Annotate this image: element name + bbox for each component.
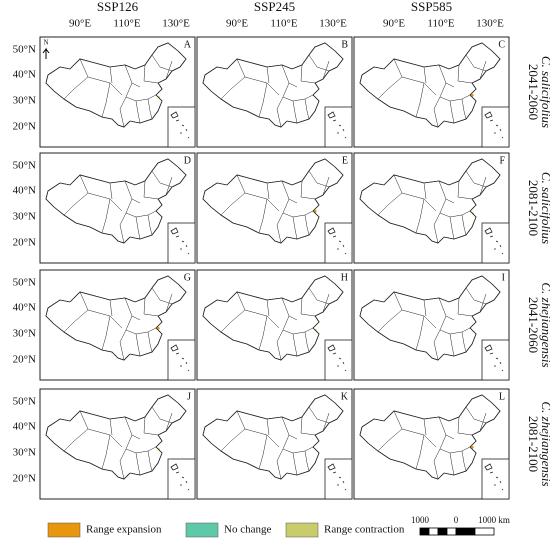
- map-panel: AN: [39, 36, 196, 148]
- inset-islands: [170, 227, 190, 255]
- inset-frame: [481, 222, 510, 264]
- inset-frame: [167, 339, 196, 381]
- map-panel: F: [353, 152, 510, 264]
- column-header: SSP245: [254, 0, 295, 14]
- lat-label: 40°N: [13, 421, 36, 433]
- lon-label: 110°E: [270, 18, 297, 30]
- legend-swatch: [47, 522, 81, 538]
- panel-letter: C: [498, 39, 505, 50]
- lat-label: 20°N: [13, 121, 36, 133]
- lat-label: 20°N: [13, 354, 36, 366]
- panel-letter: G: [184, 272, 191, 283]
- row-period: 2041-2060: [526, 64, 541, 120]
- north-label: N: [43, 39, 48, 47]
- scale-label: 1000: [411, 515, 430, 525]
- legend-swatch: [185, 522, 219, 538]
- inset-frame: [167, 106, 196, 148]
- lon-label: 130°E: [162, 18, 190, 30]
- column-header: SSP585: [411, 0, 452, 14]
- legend-label: No change: [224, 524, 271, 536]
- row-species: C. salicifolius: [539, 172, 550, 244]
- lon-label: 110°E: [113, 18, 140, 30]
- panel-letter: D: [184, 155, 191, 166]
- inset-islands: [484, 227, 504, 255]
- lon-label: 90°E: [226, 18, 248, 30]
- panel-letter: L: [499, 391, 505, 402]
- row-period: 2081-2100: [526, 416, 541, 472]
- lon-label: 130°E: [319, 18, 347, 30]
- inset-frame: [481, 106, 510, 148]
- panel-letter: I: [502, 272, 505, 283]
- lon-label: 90°E: [69, 18, 91, 30]
- legend: Range expansion No change Range contract…: [47, 515, 510, 538]
- inset-frame: [167, 458, 196, 500]
- lat-label: 30°N: [13, 211, 36, 223]
- inset-frame: [167, 222, 196, 264]
- map-panel: D: [39, 152, 196, 264]
- lat-label: 30°N: [13, 95, 36, 107]
- panel-letter: A: [184, 39, 192, 50]
- row-species: C. zhejiangensis: [539, 282, 550, 367]
- inset-islands: [327, 463, 347, 491]
- row-period: 2041-2060: [526, 297, 541, 353]
- inset-frame: [324, 339, 353, 381]
- inset-islands: [484, 111, 504, 139]
- row-species: C. salicifolius: [539, 56, 550, 128]
- inset-frame: [324, 106, 353, 148]
- map-panel: H: [196, 269, 353, 381]
- lat-label: 50°N: [13, 160, 36, 172]
- scale-label: 1000 km: [478, 515, 510, 525]
- row-period: 2081-2100: [526, 180, 541, 236]
- inset-islands: [327, 111, 347, 139]
- panel-letter: F: [499, 155, 505, 166]
- map-panel: L: [353, 388, 510, 500]
- column-header: SSP126: [97, 0, 139, 14]
- inset-frame: [481, 339, 510, 381]
- map-panel: K: [196, 388, 353, 500]
- panel-letter: K: [341, 391, 349, 402]
- lat-label: 20°N: [13, 473, 36, 485]
- panel-letter: J: [187, 391, 191, 402]
- inset-islands: [170, 111, 190, 139]
- inset-islands: [170, 344, 190, 372]
- map-panel: B: [196, 36, 353, 148]
- scale-bar: [419, 527, 495, 536]
- legend-swatch: [285, 522, 319, 538]
- row-species: C. zhejiangensis: [539, 401, 550, 486]
- lat-label: 40°N: [13, 185, 36, 197]
- lat-label: 30°N: [13, 447, 36, 459]
- map-panel: I: [353, 269, 510, 381]
- map-panel: J: [39, 388, 196, 500]
- lon-label: 130°E: [476, 18, 504, 30]
- lat-label: 50°N: [13, 396, 36, 408]
- inset-frame: [481, 458, 510, 500]
- lat-label: 50°N: [13, 277, 36, 289]
- map-panel: E: [196, 152, 353, 264]
- lat-label: 30°N: [13, 328, 36, 340]
- inset-islands: [484, 463, 504, 491]
- legend-label: Range contraction: [324, 524, 405, 536]
- panel-letter: E: [342, 155, 348, 166]
- lon-label: 90°E: [383, 18, 405, 30]
- inset-islands: [170, 463, 190, 491]
- inset-frame: [324, 222, 353, 264]
- lat-label: 40°N: [13, 302, 36, 314]
- inset-islands: [327, 344, 347, 372]
- legend-label: Range expansion: [86, 524, 162, 536]
- lon-label: 110°E: [427, 18, 454, 30]
- north-arrow: [42, 47, 50, 59]
- lat-label: 40°N: [13, 69, 36, 81]
- lat-label: 20°N: [13, 237, 36, 249]
- inset-frame: [324, 458, 353, 500]
- inset-islands: [484, 344, 504, 372]
- lat-label: 50°N: [13, 44, 36, 56]
- panel-letter: H: [341, 272, 348, 283]
- scale-label: 0: [454, 515, 459, 525]
- panel-letter: B: [341, 39, 348, 50]
- map-panel: C: [353, 36, 510, 148]
- inset-islands: [327, 227, 347, 255]
- map-panel: G: [39, 269, 196, 381]
